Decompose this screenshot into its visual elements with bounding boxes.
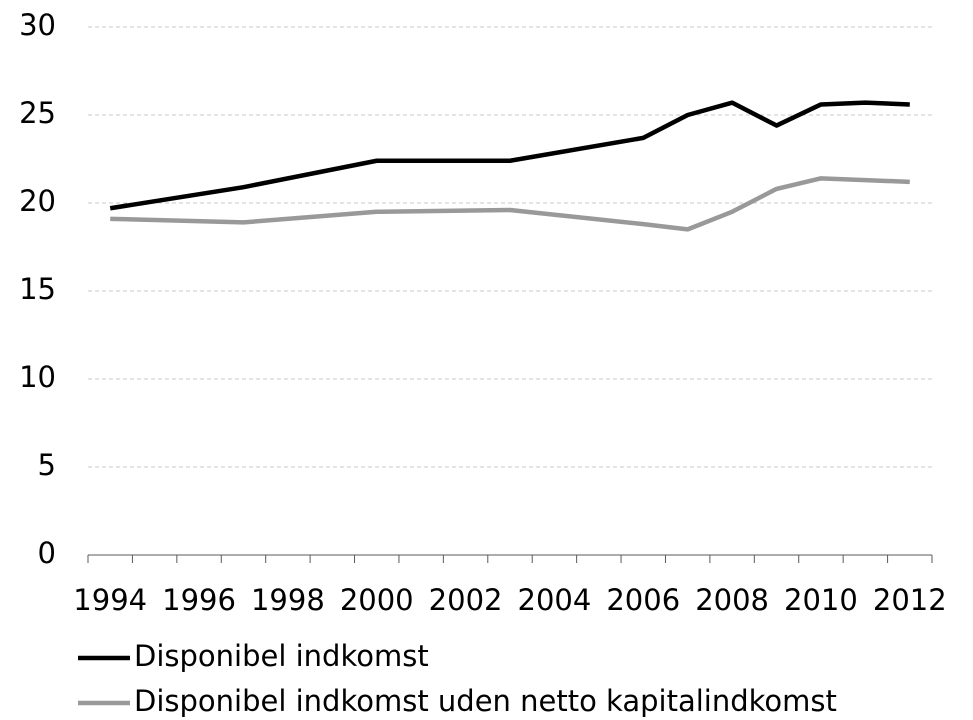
- series-line: [109, 100, 910, 211]
- x-tick-label: 2006: [606, 583, 680, 617]
- y-tick-label: 15: [19, 272, 56, 306]
- x-tick-label: 1994: [73, 583, 147, 617]
- y-tick-label: 20: [19, 184, 56, 218]
- y-tick-label: 5: [38, 448, 56, 482]
- legend-label: Disponibel indkomst uden netto kapitalin…: [134, 684, 837, 718]
- x-tick-label: 2008: [695, 583, 769, 617]
- series-line: [110, 176, 910, 232]
- y-tick-label: 10: [19, 360, 56, 394]
- x-tick-label: 2010: [784, 583, 858, 617]
- x-tick-label: 1998: [251, 583, 325, 617]
- x-tick-label: 2004: [518, 583, 592, 617]
- y-tick-label: 25: [19, 96, 56, 130]
- x-tick-label: 2012: [873, 583, 947, 617]
- y-tick-label: 0: [38, 536, 56, 570]
- legend-label: Disponibel indkomst: [134, 639, 429, 673]
- x-tick-label: 1996: [162, 583, 236, 617]
- x-tick-label: 2000: [340, 583, 414, 617]
- x-tick-label: 2002: [429, 583, 503, 617]
- y-tick-label: 30: [19, 8, 56, 42]
